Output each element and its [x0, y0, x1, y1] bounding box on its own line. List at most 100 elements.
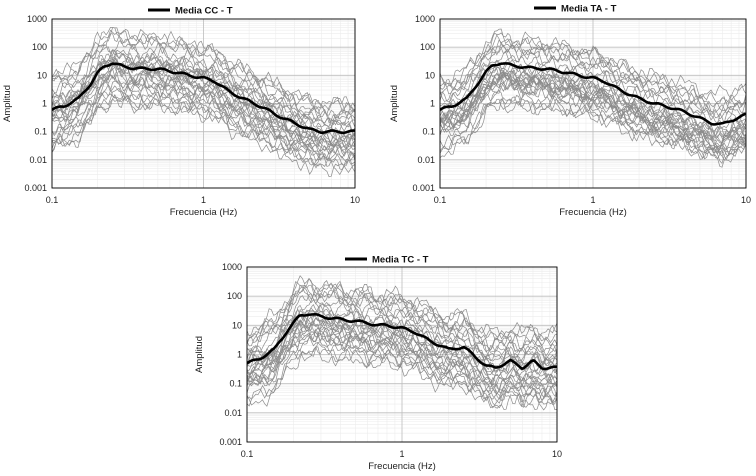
mean-series-line — [247, 312, 557, 371]
x-tick-label: 1 — [201, 195, 206, 205]
y-tick-label: 0.001 — [219, 437, 242, 447]
record-line — [440, 95, 746, 168]
plot-border — [439, 18, 747, 189]
x-tick-label: 1 — [590, 195, 595, 205]
chart-media-cc: 0.1 1 10 0.001 0.01 0.1 1 10 100 1000 Frecuencia (… — [2, 6, 360, 219]
record-line — [247, 279, 557, 345]
individual-records — [247, 275, 557, 411]
record-line — [440, 40, 746, 112]
chart-media-tc: 0.1 1 10 0.001 0.01 0.1 1 10 100 1000 Frecuencia (… — [194, 255, 562, 473]
record-line — [247, 332, 557, 410]
legend: Media CC - T — [148, 6, 233, 17]
chart-media-ta: 0.1 1 10 0.001 0.01 0.1 1 10 100 1000 Frecuencia (… — [389, 4, 751, 219]
legend-label: Media TC - T — [372, 255, 429, 266]
y-tick-label: 100 — [32, 42, 47, 52]
y-tick-label: 10 — [37, 70, 47, 80]
record-line — [247, 316, 557, 388]
y-tick-label: 0.001 — [412, 183, 435, 193]
record-line — [440, 59, 746, 139]
x-tick-label: 0.1 — [241, 449, 254, 459]
record-line — [247, 316, 557, 378]
y-tick-label: 0.1 — [34, 127, 47, 137]
y-tick-label: 0.01 — [224, 408, 242, 418]
mean-series-line — [440, 62, 746, 126]
record-line — [52, 93, 355, 167]
plot-border — [51, 18, 356, 189]
x-tick-label: 1 — [399, 449, 404, 459]
individual-records — [440, 28, 746, 168]
record-line — [440, 80, 746, 164]
y-tick-label: 10 — [232, 320, 242, 330]
x-tick-label: 0.1 — [46, 195, 59, 205]
record-line — [247, 329, 557, 411]
y-tick-label: 10 — [425, 70, 435, 80]
record-line — [440, 38, 746, 120]
record-line — [247, 346, 557, 411]
record-line — [440, 34, 746, 102]
y-tick-label: 0.001 — [24, 183, 47, 193]
x-tick-label: 0.1 — [434, 195, 447, 205]
tick-labels: 0.1 1 10 0.001 0.01 0.1 1 10 100 1000 — [219, 262, 562, 459]
y-tick-label: 1 — [42, 99, 47, 109]
y-tick-label: 1000 — [222, 262, 242, 272]
record-line — [247, 346, 557, 409]
y-tick-label: 0.1 — [422, 127, 435, 137]
record-line — [52, 94, 355, 177]
gridlines — [439, 18, 747, 189]
record-line — [52, 66, 355, 163]
legend-label: Media CC - T — [175, 6, 233, 17]
y-tick-label: 0.01 — [29, 155, 47, 165]
y-tick-label: 100 — [227, 291, 242, 301]
record-line — [440, 28, 746, 111]
plot-border — [246, 266, 558, 443]
record-line — [247, 284, 557, 369]
record-line — [52, 26, 355, 111]
record-line — [440, 32, 746, 112]
record-line — [247, 282, 557, 347]
record-line — [247, 308, 557, 375]
x-tick-label: 10 — [350, 195, 360, 205]
record-line — [440, 90, 746, 159]
record-line — [52, 56, 355, 127]
y-tick-label: 1000 — [415, 14, 435, 24]
record-line — [52, 83, 355, 176]
record-line — [52, 68, 355, 166]
record-line — [52, 28, 355, 118]
record-line — [247, 328, 557, 403]
record-line — [52, 75, 355, 157]
y-tick-label: 1000 — [27, 14, 47, 24]
y-tick-label: 0.1 — [229, 379, 242, 389]
y-axis-label: Amplitud — [194, 336, 205, 373]
legend: Media TC - T — [345, 255, 429, 266]
record-line — [440, 45, 746, 121]
y-tick-label: 1 — [430, 99, 435, 109]
record-line — [52, 40, 355, 126]
x-tick-label: 10 — [552, 449, 562, 459]
record-line — [440, 74, 746, 140]
x-axis-label: Frecuencia (Hz) — [170, 207, 238, 218]
record-line — [247, 321, 557, 397]
tick-labels: 0.1 1 10 0.001 0.01 0.1 1 10 100 1000 — [412, 14, 751, 205]
legend: Media TA - T — [534, 4, 617, 15]
record-line — [247, 293, 557, 367]
y-tick-label: 0.01 — [417, 155, 435, 165]
x-axis-label: Frecuencia (Hz) — [368, 461, 436, 472]
record-line — [52, 58, 355, 152]
y-axis-label: Amplitud — [389, 85, 400, 122]
x-tick-label: 10 — [741, 195, 751, 205]
legend-label: Media TA - T — [561, 4, 617, 15]
tick-labels: 0.1 1 10 0.001 0.01 0.1 1 10 100 1000 — [24, 14, 360, 205]
mean-series-line — [52, 62, 355, 135]
y-tick-label: 1 — [237, 350, 242, 360]
record-line — [440, 59, 746, 139]
record-line — [52, 27, 355, 115]
y-tick-label: 100 — [420, 42, 435, 52]
record-line — [52, 80, 355, 155]
x-axis-label: Frecuencia (Hz) — [559, 207, 627, 218]
record-line — [52, 87, 355, 162]
y-axis-label: Amplitud — [2, 85, 13, 122]
record-line — [52, 63, 355, 148]
record-line — [247, 293, 557, 357]
record-line — [52, 57, 355, 151]
